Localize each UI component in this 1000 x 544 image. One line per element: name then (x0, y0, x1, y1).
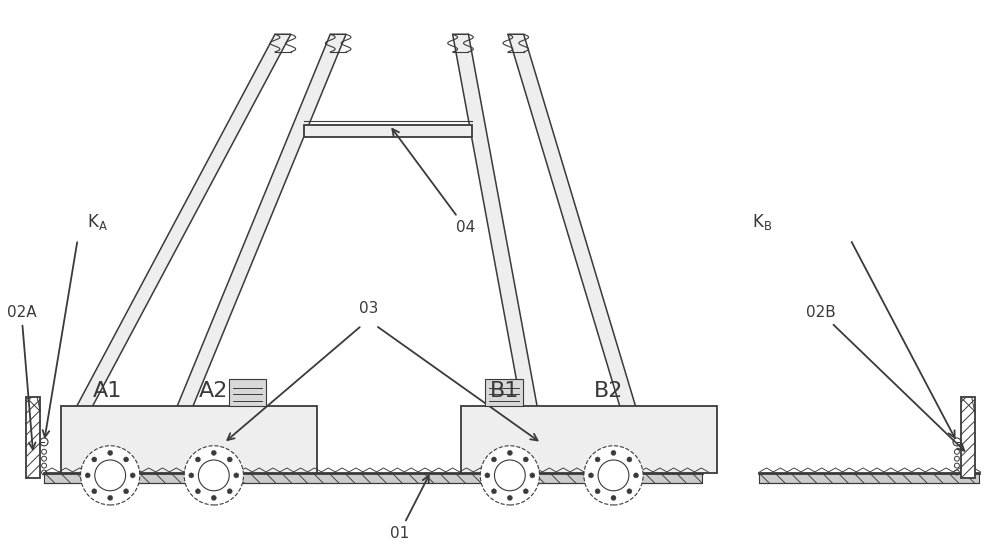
FancyBboxPatch shape (304, 125, 472, 137)
Circle shape (227, 489, 232, 494)
Polygon shape (453, 34, 538, 408)
Circle shape (211, 450, 216, 455)
Circle shape (595, 489, 600, 494)
Text: 04: 04 (392, 129, 475, 235)
Polygon shape (176, 34, 346, 408)
Circle shape (108, 496, 113, 500)
Text: $\mathregular{K_B}$: $\mathregular{K_B}$ (752, 212, 772, 232)
Circle shape (124, 457, 129, 462)
Circle shape (523, 489, 528, 494)
Circle shape (195, 457, 200, 462)
Text: 02B: 02B (806, 305, 964, 451)
Circle shape (130, 473, 135, 478)
Text: A2: A2 (199, 381, 228, 401)
Text: A1: A1 (93, 381, 122, 401)
Circle shape (633, 473, 639, 478)
Text: 01: 01 (390, 475, 429, 541)
Circle shape (480, 446, 539, 505)
Text: B2: B2 (594, 381, 623, 401)
Circle shape (491, 489, 496, 494)
Circle shape (611, 450, 616, 455)
Circle shape (611, 496, 616, 500)
Text: 03: 03 (359, 300, 378, 316)
Circle shape (189, 473, 194, 478)
FancyBboxPatch shape (461, 406, 717, 473)
Circle shape (124, 489, 129, 494)
Circle shape (507, 496, 512, 500)
Text: $\mathregular{K_A}$: $\mathregular{K_A}$ (87, 212, 108, 232)
Circle shape (627, 457, 632, 462)
Circle shape (584, 446, 643, 505)
Circle shape (627, 489, 632, 494)
Circle shape (92, 489, 97, 494)
FancyBboxPatch shape (44, 473, 702, 483)
FancyBboxPatch shape (961, 398, 975, 478)
Circle shape (595, 457, 600, 462)
Circle shape (485, 473, 490, 478)
Polygon shape (76, 34, 291, 408)
Circle shape (530, 473, 535, 478)
FancyBboxPatch shape (485, 379, 523, 406)
Text: B1: B1 (490, 381, 520, 401)
Circle shape (523, 457, 528, 462)
Circle shape (507, 450, 512, 455)
FancyBboxPatch shape (61, 406, 317, 473)
Circle shape (234, 473, 239, 478)
Circle shape (85, 473, 90, 478)
Circle shape (211, 496, 216, 500)
Circle shape (184, 446, 243, 505)
Text: 02A: 02A (7, 305, 36, 449)
Circle shape (81, 446, 140, 505)
Circle shape (227, 457, 232, 462)
Polygon shape (508, 34, 636, 408)
FancyBboxPatch shape (759, 473, 979, 483)
Circle shape (195, 489, 200, 494)
Circle shape (92, 457, 97, 462)
FancyBboxPatch shape (26, 398, 40, 478)
Circle shape (491, 457, 496, 462)
FancyBboxPatch shape (229, 379, 266, 406)
Circle shape (588, 473, 594, 478)
Circle shape (108, 450, 113, 455)
